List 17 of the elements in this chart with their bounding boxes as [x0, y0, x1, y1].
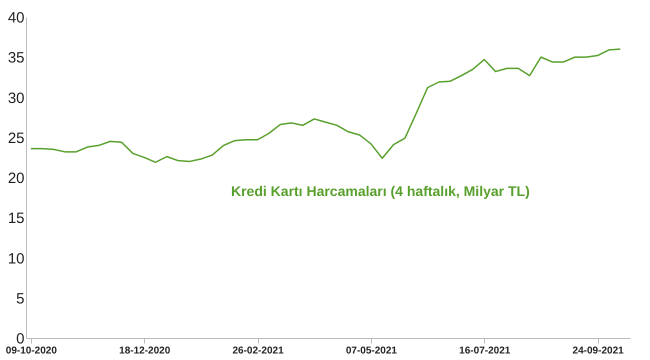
- y-tick-label: 5: [16, 290, 24, 308]
- y-tick-label: 10: [8, 250, 24, 268]
- x-tick-label: 18-12-2020: [119, 346, 171, 356]
- x-tick-label: 16-07-2021: [459, 346, 511, 356]
- x-tick-label: 09-10-2020: [6, 346, 58, 356]
- y-tick-label: 40: [8, 10, 24, 26]
- y-tick-label: 20: [8, 170, 24, 187]
- y-tick-label: 0: [16, 330, 24, 348]
- y-tick-label: 15: [8, 210, 24, 228]
- line-series: [30, 48, 622, 164]
- y-tick-label: 35: [8, 50, 24, 67]
- y-tick-label: 30: [8, 90, 24, 107]
- text: Kredi Kartı Harcamaları (4 haftalık, Milyar TL): [231, 183, 530, 199]
- y-tick-label: 25: [8, 130, 24, 147]
- x-tick-label: 24-09-2021: [572, 346, 624, 356]
- x-tick-label: 26-02-2021: [232, 346, 284, 356]
- x-tick-label: 07-05-2021: [346, 346, 398, 356]
